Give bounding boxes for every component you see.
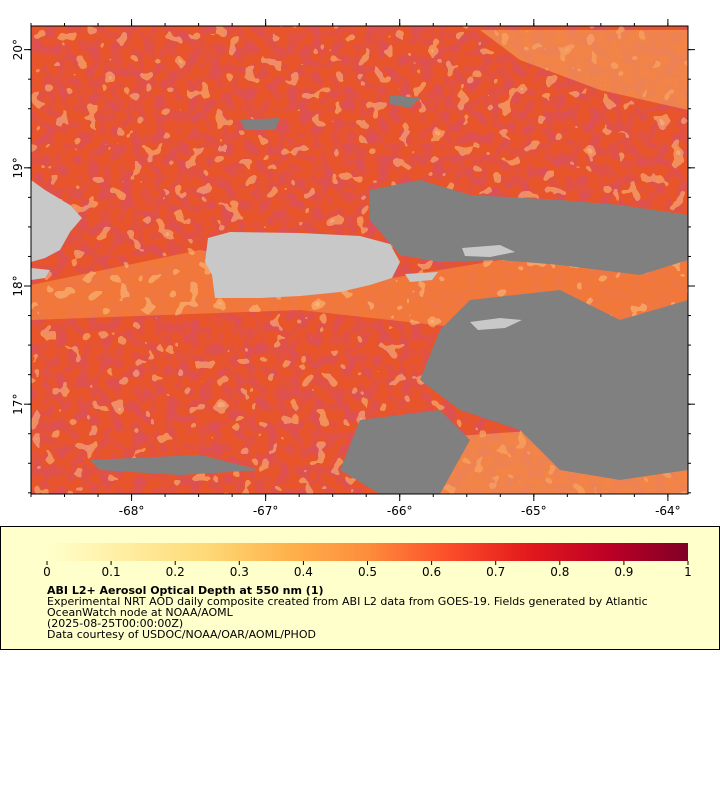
colorbar-tick-label: 0 [43,565,51,579]
legend-line: Experimental NRT AOD daily composite cre… [47,595,648,608]
colorbar-tick-label: 0.5 [358,565,377,579]
lon-tick-label: -65° [521,504,547,518]
colorbar-tick-label: 0.3 [230,565,249,579]
land [31,180,522,330]
vieques [405,272,438,282]
colorbar [47,543,688,561]
axes: -68° -67° -66° -65° -64° 17° 18° 19° 20° [11,19,695,518]
colorbar-tick-label: 1 [684,565,692,579]
colorbar-tick-label: 0.4 [294,565,313,579]
lat-tick-label: 18° [11,275,25,296]
plot-frame [30,25,689,495]
colorbar-tick-label: 0.8 [550,565,569,579]
legend-line: OceanWatch node at NOAA/AOML [47,606,234,619]
no-data [90,95,688,494]
aod-low-ne [480,30,688,110]
colorbar-tick-label: 0.9 [614,565,633,579]
lat-tick-label: 20° [11,39,25,60]
lon-tick-label: -66° [387,504,413,518]
legend-line: Data courtesy of USDOC/NOAA/OAR/AOML/PHO… [47,628,316,641]
hispaniola-tip [31,268,50,280]
st-croix [470,318,522,330]
lat-tick-label: 19° [11,157,25,178]
virgin-islands [462,245,515,257]
colorbar-tick-label: 0.2 [166,565,185,579]
puerto-rico [205,232,400,298]
colorbar-tick-label: 0.7 [486,565,505,579]
legend-title: ABI L2+ Aerosol Optical Depth at 550 nm … [47,584,324,597]
colorbar-tick-label: 0.1 [102,565,121,579]
map-raster [31,26,688,494]
hispaniola [31,180,82,262]
legend-line: (2025-08-25T00:00:00Z) [47,617,183,630]
lon-tick-label: -68° [119,504,145,518]
colorbar-tick-label: 0.6 [422,565,441,579]
lon-tick-label: -67° [253,504,279,518]
lat-tick-label: 17° [11,394,25,415]
colorbar-axis: 0 0.1 0.2 0.3 0.4 0.5 0.6 0.7 0.8 0.9 1 [43,561,692,579]
lon-tick-label: -64° [655,504,681,518]
